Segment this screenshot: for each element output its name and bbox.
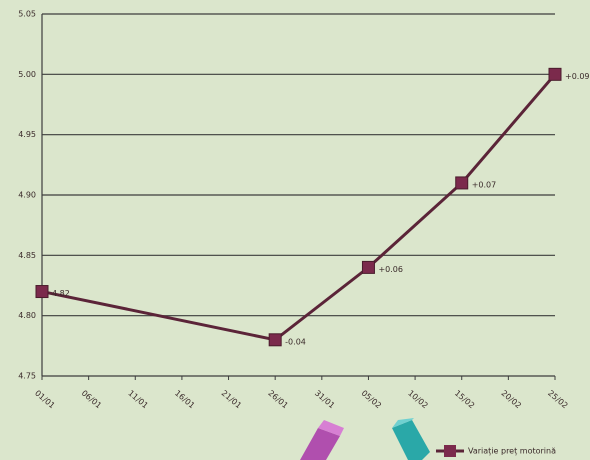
legend-marker (444, 445, 456, 457)
point-label: +0.09 (565, 72, 590, 81)
y-tick-label: 4.95 (18, 130, 36, 139)
y-tick-label: 4.80 (18, 311, 36, 320)
marker (361, 260, 375, 274)
y-tick-label: 4.90 (18, 191, 36, 200)
legend-label: Variație preț motorină (468, 447, 556, 457)
point-label: +0.07 (472, 180, 497, 189)
point-label: -0.04 (285, 337, 306, 346)
marker (268, 333, 282, 347)
point-label: 4.82 (52, 289, 70, 298)
y-tick-label: 5.00 (18, 70, 36, 79)
y-tick-label: 4.85 (18, 251, 36, 260)
y-tick-label: 5.05 (18, 10, 36, 19)
marker (455, 176, 469, 190)
marker (548, 67, 562, 81)
decoration (300, 418, 430, 460)
y-tick-label: 4.75 (18, 372, 36, 381)
marker (35, 285, 49, 299)
point-label: +0.06 (378, 265, 403, 274)
